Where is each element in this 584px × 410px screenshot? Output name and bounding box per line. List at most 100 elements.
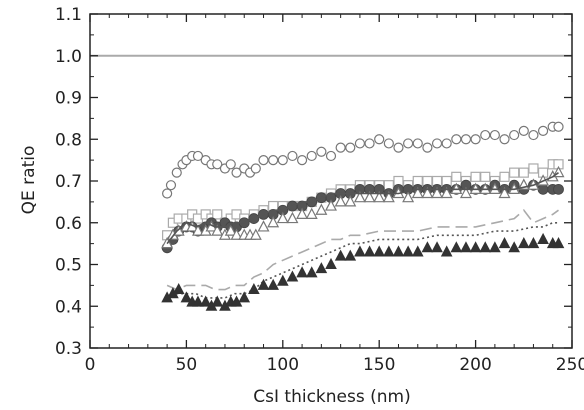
data-point bbox=[411, 245, 424, 257]
series-line bbox=[166, 222, 559, 299]
y-tick-label: 0.4 bbox=[55, 297, 82, 317]
data-point bbox=[325, 150, 337, 162]
data-point bbox=[460, 241, 472, 253]
data-point bbox=[211, 224, 224, 236]
data-point bbox=[528, 163, 539, 174]
y-tick-label: 0.7 bbox=[55, 172, 82, 192]
data-point bbox=[499, 171, 510, 182]
data-point bbox=[499, 134, 510, 145]
data-point bbox=[354, 138, 366, 149]
data-point bbox=[172, 282, 185, 295]
x-tick-label: 150 bbox=[363, 355, 395, 375]
data-point bbox=[250, 163, 261, 174]
data-point bbox=[192, 150, 204, 162]
data-point bbox=[373, 245, 386, 257]
data-point bbox=[393, 142, 404, 153]
data-point bbox=[412, 138, 423, 149]
x-tick-label: 0 bbox=[85, 355, 96, 375]
data-point bbox=[180, 291, 193, 303]
data-point bbox=[552, 237, 565, 249]
data-point bbox=[470, 134, 481, 145]
data-point bbox=[225, 159, 236, 170]
data-point bbox=[528, 129, 539, 141]
x-tick-label: 100 bbox=[267, 355, 299, 375]
data-point bbox=[192, 295, 204, 307]
data-point bbox=[335, 142, 346, 153]
data-point bbox=[354, 245, 366, 257]
series-open-circle bbox=[162, 121, 564, 199]
data-point bbox=[421, 241, 434, 253]
data-point bbox=[316, 146, 327, 157]
data-point bbox=[325, 257, 337, 269]
data-point bbox=[306, 150, 317, 162]
data-point bbox=[431, 241, 443, 253]
data-point bbox=[287, 150, 298, 162]
y-tick-label: 0.3 bbox=[55, 339, 82, 359]
series-open-triangle bbox=[161, 165, 565, 249]
data-point bbox=[509, 167, 520, 178]
data-point bbox=[267, 215, 280, 228]
data-point bbox=[277, 155, 288, 166]
data-point bbox=[258, 155, 269, 166]
data-point bbox=[364, 138, 375, 149]
data-point bbox=[296, 266, 308, 278]
data-point bbox=[286, 211, 299, 224]
data-marks bbox=[161, 121, 565, 311]
data-point bbox=[508, 241, 520, 253]
data-point bbox=[268, 155, 279, 166]
data-point bbox=[480, 129, 491, 141]
data-point bbox=[286, 270, 299, 282]
data-point bbox=[450, 241, 463, 253]
data-point bbox=[489, 129, 500, 141]
data-point bbox=[344, 249, 357, 261]
data-point bbox=[431, 138, 443, 149]
data-point bbox=[257, 278, 270, 290]
x-tick-label: 200 bbox=[459, 355, 491, 375]
data-point bbox=[527, 237, 540, 249]
x-tick-label: 50 bbox=[176, 355, 198, 375]
data-point bbox=[363, 245, 376, 257]
data-point bbox=[230, 228, 243, 240]
y-tick-label: 0.8 bbox=[55, 130, 82, 150]
data-point bbox=[537, 183, 549, 195]
data-point bbox=[440, 186, 453, 199]
y-tick-label: 0.5 bbox=[55, 256, 82, 276]
data-point bbox=[334, 195, 347, 207]
data-point bbox=[325, 199, 337, 211]
data-point bbox=[469, 241, 482, 253]
data-point bbox=[440, 245, 453, 257]
y-tick-label: 1.0 bbox=[55, 47, 82, 67]
data-point bbox=[402, 190, 415, 203]
y-tick-label: 0.6 bbox=[55, 214, 82, 234]
series-line bbox=[166, 172, 559, 245]
data-point bbox=[517, 237, 530, 249]
data-point bbox=[374, 134, 385, 145]
x-axis-title: CsI thickness (nm) bbox=[253, 387, 410, 407]
axes: 0 50 100 150 200 250 0.3 0.4 0.5 0.6 0.7 0.8 0.9 1.0 1… bbox=[55, 5, 584, 375]
data-point bbox=[305, 207, 318, 219]
data-point bbox=[537, 125, 549, 136]
data-point bbox=[162, 188, 173, 199]
data-point bbox=[553, 121, 564, 132]
data-point bbox=[238, 291, 251, 303]
data-point bbox=[392, 245, 405, 257]
data-point bbox=[276, 274, 289, 286]
data-point bbox=[451, 134, 462, 145]
data-point bbox=[171, 167, 182, 178]
data-point bbox=[267, 278, 279, 290]
data-point bbox=[518, 125, 529, 136]
series-solid-line bbox=[166, 172, 559, 245]
data-point bbox=[315, 203, 328, 215]
series-line bbox=[166, 209, 559, 291]
x-tick-label: 250 bbox=[556, 355, 584, 375]
data-point bbox=[373, 190, 386, 203]
data-point bbox=[383, 245, 395, 257]
y-tick-label: 0.9 bbox=[55, 89, 82, 109]
data-point bbox=[315, 262, 328, 274]
data-point bbox=[224, 224, 237, 236]
data-point bbox=[305, 266, 318, 278]
data-point bbox=[344, 195, 357, 207]
data-point bbox=[498, 186, 511, 199]
data-point bbox=[249, 228, 262, 240]
